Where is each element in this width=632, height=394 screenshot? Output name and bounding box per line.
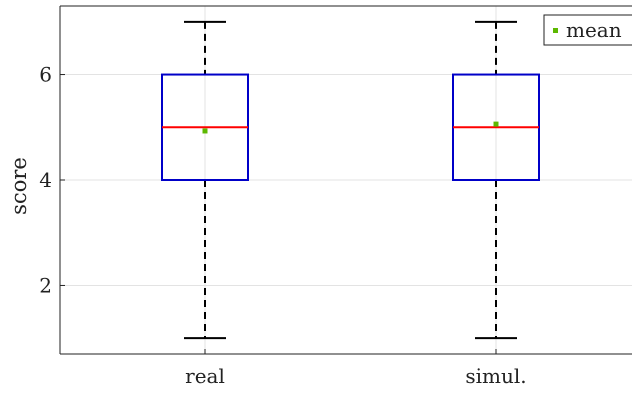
axes: 2 4 6 real simul. (39, 5, 632, 388)
y-tick-label: 4 (39, 168, 52, 192)
legend-mean-marker (553, 28, 558, 33)
legend: mean (543, 14, 632, 46)
legend-box (543, 14, 632, 46)
y-axis-label: score (7, 157, 31, 215)
mean-marker (493, 121, 499, 127)
box-1 (452, 20, 540, 340)
box-0 (161, 20, 249, 340)
boxes (161, 20, 540, 340)
gridlines (60, 6, 632, 354)
x-tick-label: simul. (465, 364, 526, 388)
y-tick-label: 2 (39, 273, 52, 297)
y-tick-label: 6 (39, 63, 52, 87)
legend-mean-label: mean (566, 18, 622, 42)
x-tick-label: real (185, 364, 225, 388)
mean-marker (202, 128, 208, 134)
